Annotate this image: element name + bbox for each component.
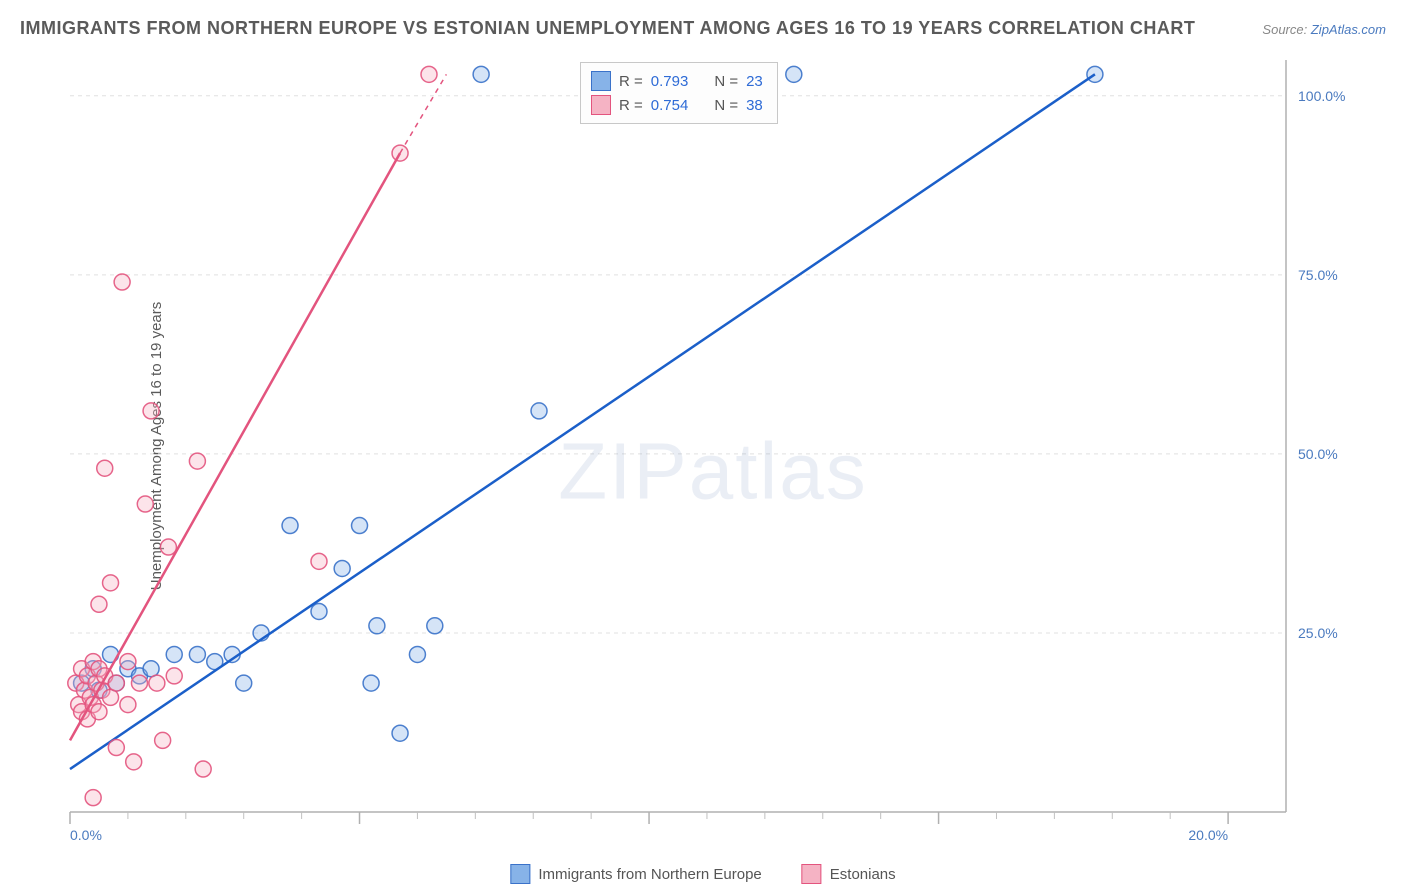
data-point — [103, 575, 119, 591]
y-tick-label: 25.0% — [1298, 625, 1338, 641]
data-point — [160, 539, 176, 555]
stats-legend-row: R = 0.754 N = 38 — [591, 93, 763, 117]
data-point — [363, 675, 379, 691]
data-point — [392, 725, 408, 741]
data-point — [334, 560, 350, 576]
data-point — [120, 697, 136, 713]
scatter-chart: 25.0% 50.0% 75.0% 100.0% ZIPatlas 0.0% 20.0% — [60, 55, 1366, 847]
x-tick-label: 20.0% — [1188, 827, 1228, 843]
source-label: Source: — [1262, 22, 1307, 37]
legend-item: Estonians — [802, 864, 896, 884]
legend-label: Immigrants from Northern Europe — [538, 866, 761, 883]
legend-swatch — [802, 864, 822, 884]
data-point — [155, 732, 171, 748]
legend-n-label: N = — [714, 97, 738, 114]
legend-r-value: 0.793 — [651, 73, 689, 90]
legend-r-label: R = — [619, 73, 643, 90]
data-point — [409, 646, 425, 662]
data-point — [1087, 66, 1103, 82]
stats-legend: R = 0.793 N = 23 R = 0.754 N = 38 — [580, 62, 778, 124]
source-attribution: Source: ZipAtlas.com — [1262, 22, 1386, 37]
data-point — [473, 66, 489, 82]
legend-n-value: 38 — [746, 97, 763, 114]
data-point — [166, 646, 182, 662]
data-point — [282, 518, 298, 534]
data-point — [189, 646, 205, 662]
data-point — [97, 460, 113, 476]
data-point — [143, 403, 159, 419]
stats-legend-row: R = 0.793 N = 23 — [591, 69, 763, 93]
data-point — [427, 618, 443, 634]
data-point — [126, 754, 142, 770]
x-tick-label: 0.0% — [70, 827, 102, 843]
data-point — [531, 403, 547, 419]
data-point — [120, 654, 136, 670]
data-point — [195, 761, 211, 777]
legend-n-value: 23 — [746, 73, 763, 90]
legend-swatch — [510, 864, 530, 884]
plot-area: 25.0% 50.0% 75.0% 100.0% ZIPatlas 0.0% 20.0% — [60, 55, 1366, 847]
source-value: ZipAtlas.com — [1311, 22, 1386, 37]
data-point — [114, 274, 130, 290]
data-point — [369, 618, 385, 634]
trend-line-extension — [400, 74, 446, 153]
data-point — [137, 496, 153, 512]
data-point — [91, 596, 107, 612]
data-point — [131, 675, 147, 691]
legend-label: Estonians — [830, 866, 896, 883]
series-legend: Immigrants from Northern Europe Estonians — [510, 864, 895, 884]
data-point — [311, 603, 327, 619]
data-point — [108, 675, 124, 691]
data-point — [149, 675, 165, 691]
data-point — [166, 668, 182, 684]
chart-title: IMMIGRANTS FROM NORTHERN EUROPE VS ESTON… — [20, 18, 1195, 39]
legend-r-value: 0.754 — [651, 97, 689, 114]
watermark: ZIPatlas — [558, 427, 867, 516]
legend-swatch — [591, 71, 611, 91]
data-point — [91, 704, 107, 720]
legend-swatch — [591, 95, 611, 115]
data-point — [311, 553, 327, 569]
legend-n-label: N = — [714, 73, 738, 90]
data-point — [236, 675, 252, 691]
data-point — [786, 66, 802, 82]
data-point — [421, 66, 437, 82]
data-point — [352, 518, 368, 534]
data-point — [85, 790, 101, 806]
legend-r-label: R = — [619, 97, 643, 114]
y-tick-label: 75.0% — [1298, 267, 1338, 283]
data-point — [189, 453, 205, 469]
y-tick-label: 50.0% — [1298, 446, 1338, 462]
y-tick-label: 100.0% — [1298, 88, 1345, 104]
legend-item: Immigrants from Northern Europe — [510, 864, 761, 884]
data-point — [108, 740, 124, 756]
trend-line — [70, 74, 1095, 769]
